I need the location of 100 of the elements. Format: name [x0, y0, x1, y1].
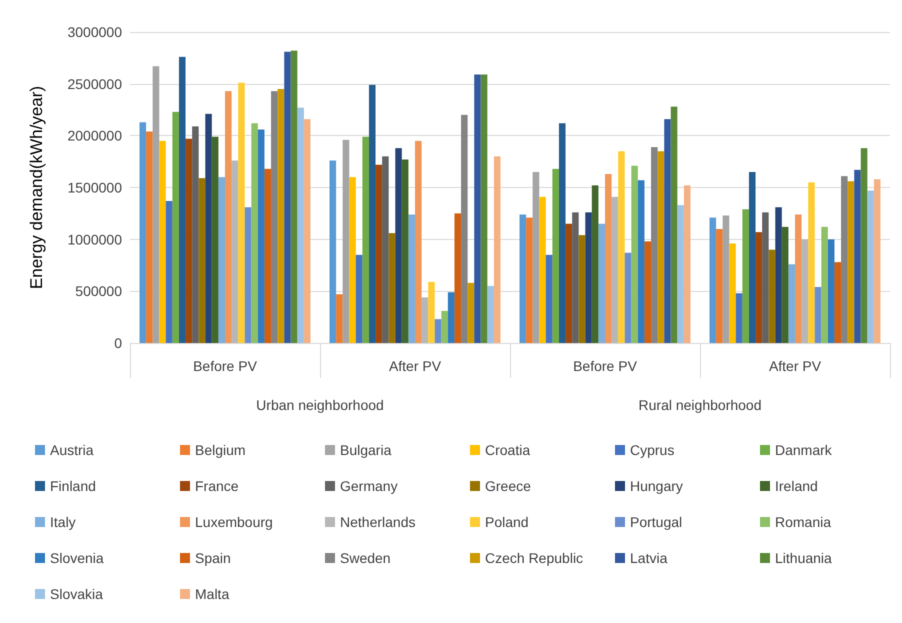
bar [664, 119, 671, 343]
legend-label: Latvia [630, 550, 668, 566]
legend-label: Greece [485, 478, 532, 494]
bar [729, 243, 736, 343]
bar [454, 213, 462, 343]
bar [297, 108, 304, 343]
y-tick-label: 2500000 [67, 76, 122, 92]
bar [848, 181, 854, 343]
bar [349, 177, 356, 343]
bar [558, 123, 566, 343]
legend-label: Hungary [630, 478, 683, 494]
legend-label: Portugal [630, 514, 682, 530]
bar [494, 156, 500, 343]
bar [356, 254, 362, 343]
bar [238, 82, 245, 343]
bar [388, 233, 396, 343]
legend-label: Poland [485, 514, 529, 530]
bar [192, 126, 199, 343]
bar [585, 212, 592, 343]
bar [264, 168, 272, 343]
bar [368, 84, 376, 343]
bar [539, 196, 546, 343]
bar [408, 214, 415, 343]
bar [532, 172, 540, 343]
legend-label: Slovakia [50, 586, 104, 602]
bar [834, 262, 842, 343]
bar [566, 224, 572, 343]
bar [841, 176, 848, 343]
legend-label: Lithuania [775, 550, 832, 566]
bar [638, 180, 644, 343]
legend-label: Luxembourg [195, 514, 273, 530]
bar [468, 282, 474, 343]
bar [788, 264, 795, 343]
y-tick-label: 2000000 [67, 128, 122, 144]
text: Urban neighborhood [256, 397, 384, 413]
bar [441, 310, 448, 343]
bar [795, 214, 802, 343]
bar [251, 123, 258, 343]
bar [736, 293, 742, 343]
bar [330, 160, 336, 343]
legend-label: Bulgaria [340, 442, 392, 458]
legend-label: Malta [195, 586, 230, 602]
bar [172, 112, 179, 343]
bar [487, 286, 494, 343]
bar [768, 250, 776, 343]
bar [362, 136, 369, 343]
bar [716, 228, 723, 343]
bar [546, 254, 552, 343]
bar [808, 182, 815, 343]
x-tick-label: Before PV [573, 358, 638, 374]
bar [762, 212, 769, 343]
bar [152, 66, 160, 343]
bar [684, 185, 690, 343]
bar [854, 170, 861, 343]
bar [244, 207, 252, 343]
bar [592, 185, 598, 343]
bar [395, 148, 402, 343]
bar [742, 209, 749, 343]
bar [342, 140, 350, 343]
bar [612, 196, 618, 343]
y-tick-label: 1000000 [67, 231, 122, 248]
legend-label: Italy [50, 514, 76, 530]
bar [624, 252, 632, 343]
y-tick-label: 3000000 [67, 24, 122, 40]
bar [218, 177, 225, 343]
bar [578, 235, 586, 343]
bar [480, 74, 488, 343]
bar [258, 129, 264, 343]
bar [756, 232, 762, 343]
bar [422, 297, 428, 343]
bar [402, 160, 408, 343]
legend-label: Sweden [340, 550, 391, 566]
bar [782, 226, 788, 343]
legend-label: Finland [50, 478, 96, 494]
bar [146, 132, 153, 343]
bar [166, 200, 172, 343]
bar [821, 226, 828, 343]
bar [860, 148, 868, 343]
legend-label: France [195, 478, 239, 494]
bar [434, 319, 442, 343]
bar [572, 212, 579, 343]
bar [828, 239, 834, 343]
legend-label: Danmark [775, 442, 833, 458]
bar [631, 166, 638, 343]
bar [415, 140, 422, 343]
bar [658, 151, 664, 343]
bar [290, 50, 298, 343]
bar [526, 218, 533, 343]
bar [428, 282, 435, 343]
legend-label: Belgium [195, 442, 246, 458]
bar [232, 160, 238, 343]
bar [198, 178, 206, 343]
bar [814, 287, 822, 343]
legend-label: Spain [195, 550, 231, 566]
bar [159, 140, 166, 343]
legend-label: Czech Republic [485, 550, 584, 566]
bar [651, 147, 658, 343]
bar [598, 224, 605, 343]
bar [722, 215, 730, 343]
bar [212, 136, 218, 343]
